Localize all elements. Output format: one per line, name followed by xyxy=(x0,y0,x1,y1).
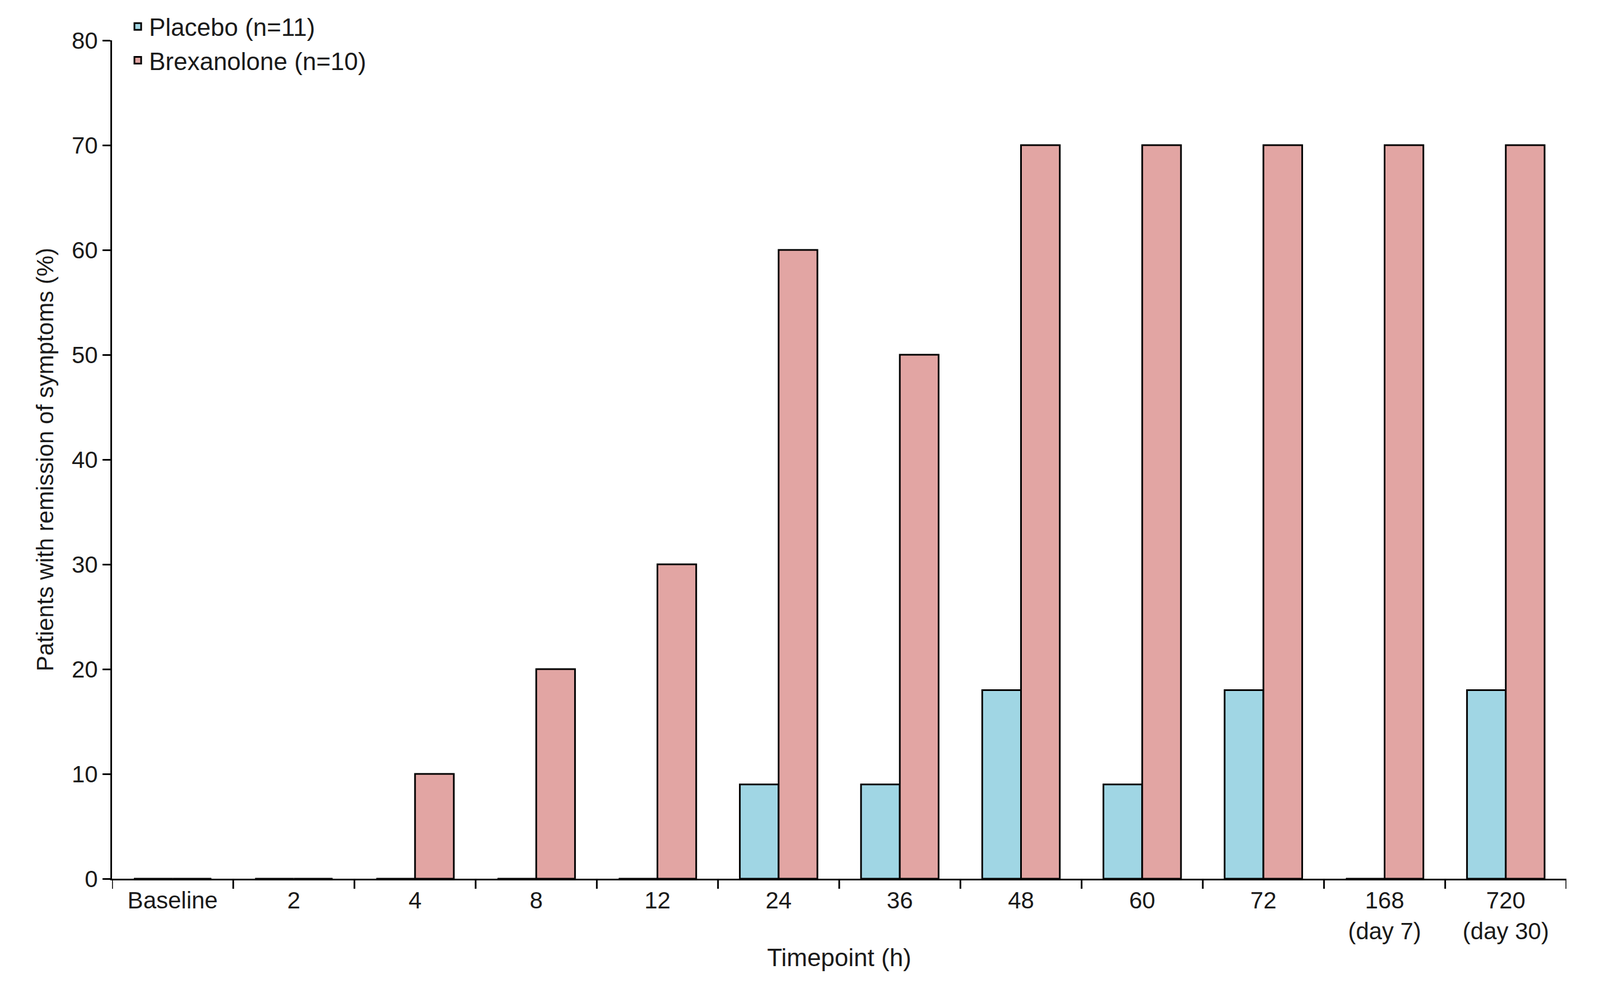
svg-text:0: 0 xyxy=(84,865,98,892)
svg-text:Placebo (n=11): Placebo (n=11) xyxy=(149,13,315,41)
svg-text:72: 72 xyxy=(1250,886,1277,914)
svg-text:48: 48 xyxy=(1007,886,1035,914)
svg-text:Timepoint (h): Timepoint (h) xyxy=(766,943,912,971)
svg-text:4: 4 xyxy=(408,886,422,914)
svg-text:40: 40 xyxy=(71,446,99,473)
svg-text:720(day 30): 720(day 30) xyxy=(1462,886,1550,944)
svg-text:2: 2 xyxy=(287,886,301,914)
svg-text:30: 30 xyxy=(71,551,99,578)
svg-text:60: 60 xyxy=(71,236,99,264)
svg-text:36: 36 xyxy=(886,886,914,914)
svg-text:Patients with remission of sym: Patients with remission of symptoms (%) xyxy=(31,247,59,672)
svg-text:80: 80 xyxy=(71,27,99,54)
svg-text:8: 8 xyxy=(529,886,543,914)
svg-text:70: 70 xyxy=(71,132,99,159)
svg-text:10: 10 xyxy=(71,760,99,788)
svg-text:50: 50 xyxy=(71,341,99,369)
svg-text:60: 60 xyxy=(1128,886,1156,914)
svg-text:24: 24 xyxy=(765,886,792,914)
svg-text:20: 20 xyxy=(71,656,99,683)
svg-text:Brexanolone (n=10): Brexanolone (n=10) xyxy=(149,47,367,76)
svg-text:Baseline: Baseline xyxy=(127,886,218,914)
svg-text:168(day 7): 168(day 7) xyxy=(1347,886,1422,944)
svg-text:12: 12 xyxy=(644,886,671,914)
